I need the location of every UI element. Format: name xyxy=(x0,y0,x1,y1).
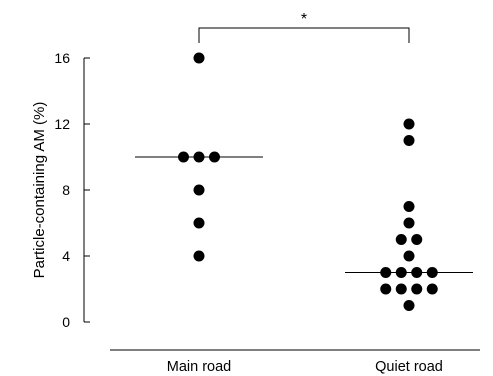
data-point xyxy=(403,118,415,130)
data-point xyxy=(395,267,407,278)
data-point xyxy=(193,52,205,64)
data-point xyxy=(403,250,415,262)
data-point xyxy=(403,217,415,229)
y-tick-label: 12 xyxy=(54,116,70,132)
significance-bracket xyxy=(198,27,410,43)
x-category-label-quiet-road: Quiet road xyxy=(375,359,443,375)
data-point xyxy=(403,300,415,311)
significance-marker: * xyxy=(301,11,307,28)
data-point xyxy=(395,283,407,295)
data-point xyxy=(178,151,189,163)
data-point xyxy=(380,267,392,278)
y-tick-label: 0 xyxy=(62,314,70,330)
data-point xyxy=(193,217,205,229)
data-point xyxy=(193,151,205,163)
data-point xyxy=(411,234,423,245)
data-point xyxy=(193,250,205,262)
data-point xyxy=(426,283,438,295)
y-axis-label: Particle-containing AM (%) xyxy=(31,102,48,279)
y-tick-label: 8 xyxy=(62,182,70,198)
data-point xyxy=(411,267,423,278)
data-points xyxy=(178,52,438,311)
data-point xyxy=(209,151,220,163)
data-point xyxy=(193,184,205,196)
data-point xyxy=(426,267,438,278)
data-point xyxy=(380,283,392,295)
y-tick-label: 4 xyxy=(62,248,70,264)
y-tick-label: 16 xyxy=(54,50,70,66)
data-point xyxy=(395,234,407,245)
y-axis-ticks: 0 4 8 12 16 xyxy=(54,50,90,330)
data-point xyxy=(411,283,423,295)
median-lines xyxy=(135,156,473,273)
data-point xyxy=(403,135,415,146)
x-category-label-main-road: Main road xyxy=(167,359,231,375)
data-point xyxy=(403,201,415,212)
